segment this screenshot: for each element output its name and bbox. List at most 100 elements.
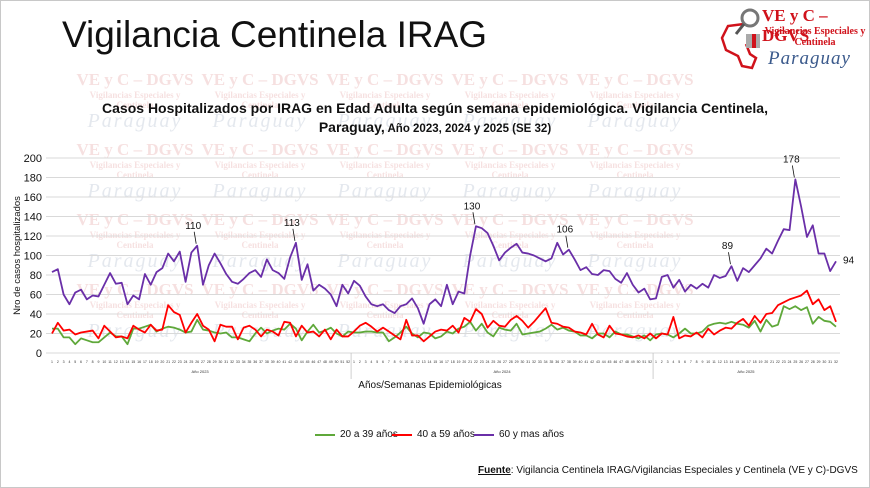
x-tick-label: 23 xyxy=(480,360,484,364)
data-label: 130 xyxy=(464,201,481,212)
x-tick-label: 28 xyxy=(207,360,211,364)
x-tick-label: 25 xyxy=(189,360,193,364)
y-tick-label: 100 xyxy=(24,251,42,263)
x-tick-label: 26 xyxy=(799,360,803,364)
x-tick-label: 44 xyxy=(300,360,304,364)
y-axis-label: Nro de casos hospitalizados xyxy=(12,196,23,315)
x-tick-label: 31 xyxy=(526,360,530,364)
x-tick-label: 10 xyxy=(706,360,710,364)
x-tick-label: 26 xyxy=(195,360,199,364)
year-label: Año 2024 xyxy=(494,369,512,374)
y-tick-label: 120 xyxy=(24,231,42,243)
x-tick-label: 49 xyxy=(631,360,635,364)
x-tick-label: 31 xyxy=(828,360,832,364)
legend-item-40-59: 40 a 59 años xyxy=(392,429,475,440)
x-tick-label: 9 xyxy=(97,360,99,364)
x-tick-label: 24 xyxy=(788,360,792,364)
x-tick-label: 24 xyxy=(486,360,490,364)
x-tick-label: 14 xyxy=(126,360,130,364)
data-label: 110 xyxy=(185,221,201,232)
x-tick-label: 7 xyxy=(690,360,692,364)
x-tick-label: 28 xyxy=(811,360,815,364)
chart-subtitle-years: Año 2023, 2024 y 2025 (SE 32) xyxy=(384,123,552,135)
x-tick-label: 32 xyxy=(834,360,838,364)
x-tick-label: 41 xyxy=(584,360,588,364)
logo: VE y C – DGVS Vigilancias Especiales y C… xyxy=(716,4,866,74)
legend-swatch-purple xyxy=(474,433,494,436)
x-tick-label: 8 xyxy=(394,360,396,364)
x-tick-label: 7 xyxy=(86,360,88,364)
x-tick-label: 20 xyxy=(462,360,466,364)
x-tick-label: 38 xyxy=(265,360,269,364)
y-tick-label: 140 xyxy=(24,212,42,224)
x-tick-label: 9 xyxy=(399,360,401,364)
x-tick-label: 19 xyxy=(457,360,461,364)
x-tick-label: 5 xyxy=(678,360,680,364)
x-tick-label: 42 xyxy=(590,360,594,364)
series-line-40-a-59-años xyxy=(51,289,837,343)
data-label: 106 xyxy=(557,225,574,236)
x-tick-label: 11 xyxy=(712,360,716,364)
x-tick-label: 6 xyxy=(382,360,384,364)
legend-item-60-plus: 60 y mas años xyxy=(474,429,564,440)
x-tick-label: 43 xyxy=(596,360,600,364)
y-tick-label: 0 xyxy=(36,348,42,360)
series-line-20-a-39-años xyxy=(52,305,837,346)
x-tick-label: 3 xyxy=(63,360,65,364)
x-tick-label: 21 xyxy=(770,360,774,364)
x-tick-label: 9 xyxy=(701,360,703,364)
x-tick-label: 3 xyxy=(667,360,669,364)
data-label-leader xyxy=(472,212,476,225)
x-tick-label: 34 xyxy=(242,360,246,364)
x-tick-label: 12 xyxy=(416,360,420,364)
x-tick-label: 48 xyxy=(323,360,327,364)
x-tick-label: 32 xyxy=(532,360,536,364)
data-label: 94 xyxy=(843,255,855,266)
x-tick-label: 19 xyxy=(155,360,159,364)
x-tick-label: 47 xyxy=(619,360,623,364)
x-tick-label: 10 xyxy=(102,360,106,364)
x-tick-label: 36 xyxy=(555,360,559,364)
logo-title: VE y C – DGVS xyxy=(762,6,828,45)
x-tick-label: 37 xyxy=(561,360,565,364)
x-tick-label: 32 xyxy=(230,360,234,364)
x-tick-label: 18 xyxy=(753,360,757,364)
source-footer: Fuente: Vigilancia Centinela IRAG/Vigila… xyxy=(478,465,858,476)
x-tick-label: 22 xyxy=(172,360,176,364)
y-tick-label: 180 xyxy=(24,173,42,185)
x-tick-label: 51 xyxy=(642,360,646,364)
data-label-leader xyxy=(791,165,795,178)
x-tick-label: 15 xyxy=(735,360,739,364)
x-tick-label: 14 xyxy=(730,360,734,364)
x-tick-label: 11 xyxy=(108,360,112,364)
x-tick-label: 3 xyxy=(365,360,367,364)
x-tick-label: 4 xyxy=(370,360,372,364)
x-tick-label: 27 xyxy=(805,360,809,364)
x-tick-label: 6 xyxy=(80,360,82,364)
x-tick-label: 35 xyxy=(247,360,251,364)
data-label-leader xyxy=(565,235,569,248)
x-tick-label: 5 xyxy=(376,360,378,364)
x-tick-label: 10 xyxy=(404,360,408,364)
x-tick-label: 42 xyxy=(288,360,292,364)
x-tick-label: 29 xyxy=(515,360,519,364)
x-axis-label: Años/Semanas Epidemiológicas xyxy=(358,380,501,391)
x-tick-label: 22 xyxy=(474,360,478,364)
x-tick-label: 18 xyxy=(149,360,153,364)
x-tick-label: 28 xyxy=(509,360,513,364)
x-tick-label: 15 xyxy=(131,360,135,364)
y-tick-label: 200 xyxy=(24,153,42,165)
x-tick-label: 38 xyxy=(567,360,571,364)
x-tick-label: 8 xyxy=(92,360,94,364)
x-tick-label: 52 xyxy=(346,360,350,364)
source-label: Fuente xyxy=(478,465,511,476)
x-tick-label: 35 xyxy=(549,360,553,364)
x-tick-label: 11 xyxy=(410,360,414,364)
x-tick-label: 41 xyxy=(282,360,286,364)
x-tick-label: 46 xyxy=(311,360,315,364)
x-tick-label: 4 xyxy=(672,360,674,364)
x-tick-label: 44 xyxy=(602,360,606,364)
x-tick-label: 39 xyxy=(573,360,577,364)
x-tick-label: 16 xyxy=(741,360,745,364)
